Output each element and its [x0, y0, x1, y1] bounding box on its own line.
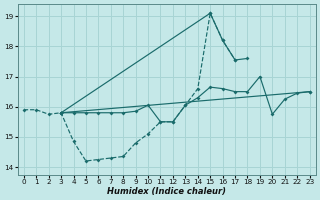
- X-axis label: Humidex (Indice chaleur): Humidex (Indice chaleur): [107, 187, 226, 196]
